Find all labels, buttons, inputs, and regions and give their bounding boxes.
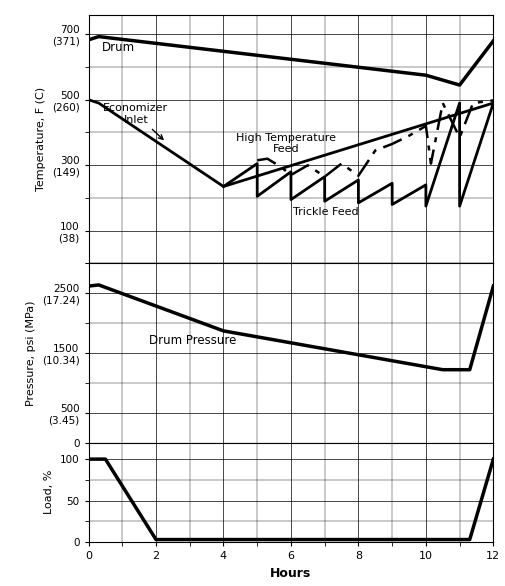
Text: Drum: Drum <box>102 40 135 54</box>
X-axis label: Hours: Hours <box>270 567 311 580</box>
Y-axis label: Pressure, psi (MPa): Pressure, psi (MPa) <box>26 300 36 406</box>
Text: Trickle Feed: Trickle Feed <box>292 207 358 217</box>
Text: High Temperature
Feed: High Temperature Feed <box>235 132 335 154</box>
Y-axis label: Load, %: Load, % <box>44 470 54 515</box>
Y-axis label: Temperature, F (C): Temperature, F (C) <box>36 87 46 191</box>
Text: Drum Pressure: Drum Pressure <box>149 334 236 347</box>
Text: Economizer
Inlet: Economizer Inlet <box>103 103 168 139</box>
